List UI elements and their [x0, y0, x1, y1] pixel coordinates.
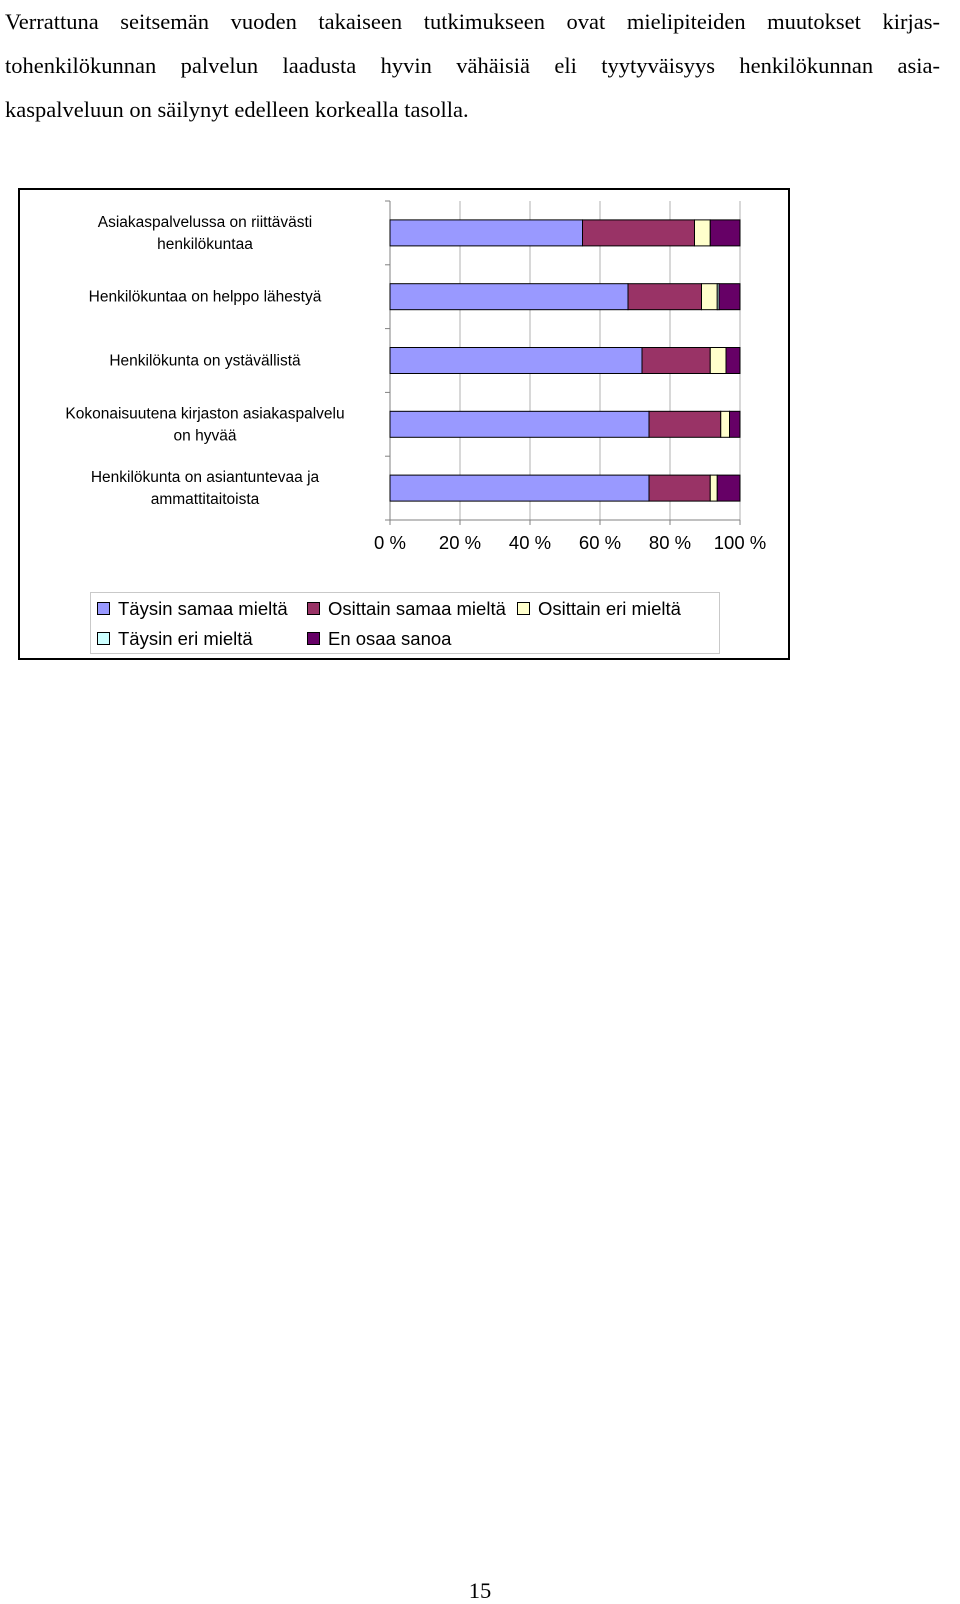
- bar-segment: [709, 219, 741, 247]
- bar-segment: [627, 283, 702, 311]
- bars: [389, 219, 741, 502]
- x-tick-label: 100 %: [714, 532, 766, 553]
- legend-item: Täysin eri mieltä: [97, 628, 253, 650]
- category-label: Asiakaspalvelussa on riittävästi henkilök…: [98, 214, 313, 253]
- bar-segment: [716, 474, 741, 502]
- x-tick-label: 40 %: [509, 532, 551, 553]
- legend-swatch: [97, 631, 110, 645]
- bar-segment: [694, 219, 711, 247]
- bar-segment: [720, 410, 730, 438]
- legend-label: Täysin eri mieltä: [118, 628, 253, 649]
- intro-line: kaspalveluun on säilynyt edelleen korkea…: [5, 97, 469, 122]
- x-tick-label: 60 %: [579, 532, 621, 553]
- legend-swatch: [517, 601, 530, 615]
- bar-segment: [389, 410, 650, 438]
- bar-segment: [389, 283, 629, 311]
- legend-label: Täysin samaa mieltä: [118, 598, 288, 619]
- legend-item: Osittain eri mieltä: [517, 598, 681, 620]
- category-labels: Asiakaspalvelussa on riittävästi henkilök…: [65, 214, 344, 508]
- category-label: Kokonaisuutena kirjaston asiakaspalvelu o…: [65, 405, 344, 444]
- bar-segment: [582, 219, 695, 247]
- category-label: Henkilökuntaa on helppo lähestyä: [89, 289, 322, 306]
- bar-segment: [389, 219, 583, 247]
- chart-legend: Täysin samaa mieltä Osittain samaa mieltä…: [90, 592, 720, 654]
- legend-label: En osaa sanoa: [328, 628, 452, 649]
- legend-swatch: [97, 601, 110, 615]
- legend-label: Osittain eri mieltä: [538, 598, 681, 619]
- x-axis-ticks: 0 % 20 % 40 % 60 % 80 % 100 %: [374, 532, 766, 553]
- legend-item: En osaa sanoa: [307, 628, 451, 650]
- category-label: Henkilökunta on ystävällistä: [109, 353, 301, 370]
- bar-segment: [648, 474, 711, 502]
- intro-line: tohenkilökunnan palvelun laadusta hyvin …: [5, 53, 940, 78]
- bar-segment: [709, 474, 718, 502]
- category-label: Henkilökunta on asiantuntevaa ja ammattit…: [91, 469, 320, 508]
- x-tick-label: 20 %: [439, 532, 481, 553]
- intro-line: Verrattuna seitsemän vuoden takaiseen tu…: [5, 9, 940, 34]
- x-tick-label: 0 %: [374, 532, 406, 553]
- bar-segment: [389, 474, 650, 502]
- stacked-bar-chart: Asiakaspalvelussa on riittävästi henkilök…: [65, 200, 766, 553]
- legend-item: Täysin samaa mieltä: [97, 598, 288, 620]
- bar-segment: [709, 347, 727, 374]
- bar-segment: [718, 283, 741, 311]
- bar-segment: [648, 410, 722, 438]
- legend-item: Osittain samaa mieltä: [307, 598, 506, 620]
- legend-swatch: [307, 631, 320, 645]
- intro-paragraph: Verrattuna seitsemän vuoden takaiseen tu…: [5, 0, 940, 132]
- bar-segment: [389, 347, 643, 374]
- bar-segment: [725, 347, 741, 374]
- legend-label: Osittain samaa mieltä: [328, 598, 506, 619]
- x-tick-label: 80 %: [649, 532, 691, 553]
- chart-frame: Asiakaspalvelussa on riittävästi henkilök…: [18, 188, 790, 660]
- page-number: 15: [468, 1578, 492, 1603]
- legend-swatch: [307, 601, 320, 615]
- bar-segment: [641, 347, 711, 374]
- bar-segment: [729, 410, 741, 438]
- bar-segment: [701, 283, 718, 311]
